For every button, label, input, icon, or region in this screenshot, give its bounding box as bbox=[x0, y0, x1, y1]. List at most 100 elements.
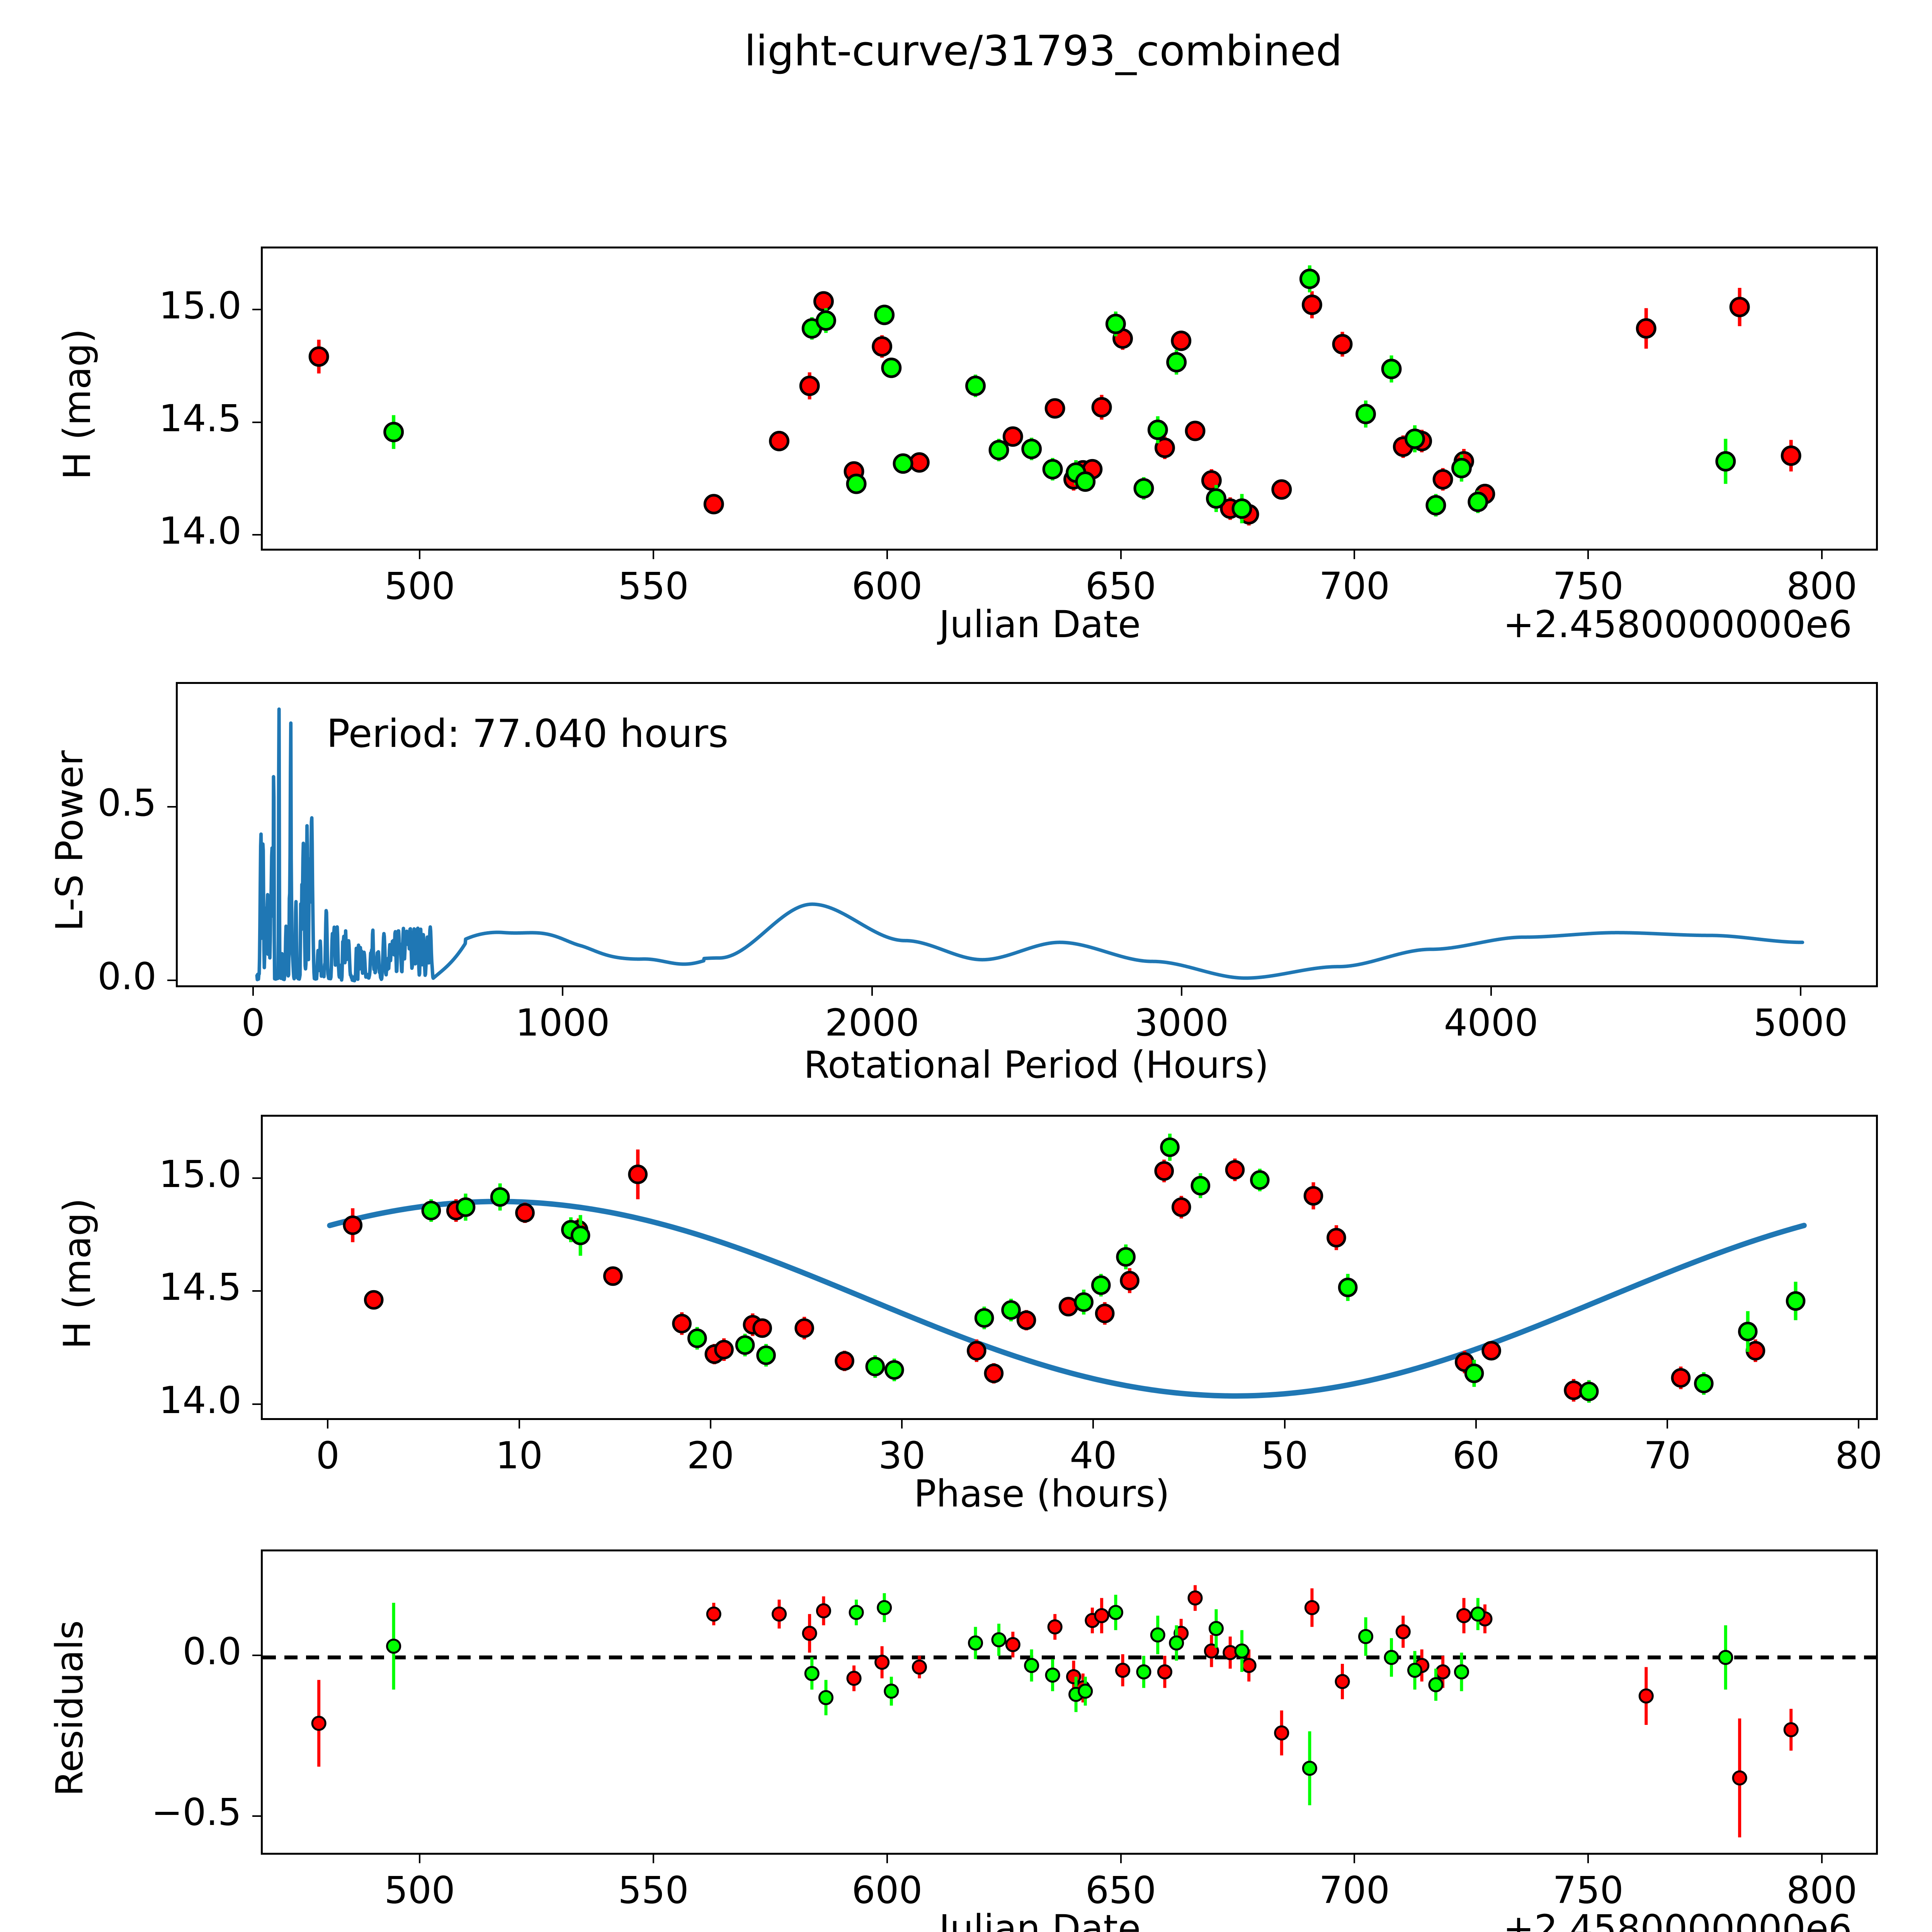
x-tick-mark bbox=[1587, 551, 1589, 559]
data-point bbox=[1718, 1650, 1733, 1665]
data-point bbox=[1783, 1722, 1799, 1738]
y-tick-label: 14.0 bbox=[159, 1379, 242, 1422]
x-tick-label: 5000 bbox=[1753, 1001, 1848, 1044]
data-point bbox=[804, 1666, 820, 1681]
data-series-green bbox=[386, 1593, 1733, 1805]
data-point bbox=[1481, 1341, 1501, 1361]
x-offset-label-residuals: +2.4580000000e6 bbox=[1503, 1907, 1852, 1932]
data-point bbox=[893, 453, 913, 474]
x-tick-label: 10 bbox=[495, 1434, 543, 1477]
data-point bbox=[769, 430, 789, 451]
y-tick-label: 15.0 bbox=[159, 1152, 242, 1196]
y-tick-label: 0.0 bbox=[182, 1630, 242, 1673]
x-tick-label: 500 bbox=[384, 1869, 455, 1912]
x-tick-mark bbox=[1821, 1855, 1823, 1863]
data-point bbox=[1160, 1137, 1180, 1157]
data-point bbox=[383, 422, 404, 442]
data-point bbox=[1154, 437, 1175, 458]
x-tick-mark bbox=[1354, 551, 1355, 559]
panel-residuals bbox=[261, 1549, 1878, 1855]
x-tick-mark bbox=[1354, 1855, 1355, 1863]
data-point bbox=[1201, 470, 1222, 491]
x-tick-label: 700 bbox=[1319, 1869, 1390, 1912]
data-point bbox=[1304, 1600, 1320, 1616]
data-point bbox=[364, 1290, 384, 1310]
x-tick-mark bbox=[1120, 1855, 1122, 1863]
data-point bbox=[1136, 1664, 1151, 1680]
x-tick-mark bbox=[1284, 1420, 1286, 1429]
y-tick-mark bbox=[252, 309, 261, 311]
data-point bbox=[1332, 334, 1353, 355]
x-tick-label: 50 bbox=[1261, 1434, 1308, 1477]
plot-area-phase bbox=[261, 1115, 1878, 1420]
x-tick-mark bbox=[1858, 1420, 1860, 1429]
data-point bbox=[706, 1606, 721, 1622]
x-tick-label: 650 bbox=[1085, 1869, 1156, 1912]
data-point bbox=[1358, 1629, 1374, 1644]
plot-area-residuals bbox=[261, 1549, 1878, 1855]
x-tick-label: 750 bbox=[1553, 1869, 1624, 1912]
data-point bbox=[1456, 1608, 1472, 1623]
x-tick-label: 70 bbox=[1644, 1434, 1691, 1477]
data-point bbox=[816, 1603, 831, 1619]
data-point bbox=[1044, 398, 1065, 419]
data-point bbox=[1115, 1663, 1131, 1678]
data-point bbox=[1234, 1643, 1250, 1659]
plot-area-lightcurve bbox=[261, 247, 1878, 551]
data-point bbox=[1407, 1663, 1423, 1678]
data-series-green bbox=[421, 1133, 1806, 1403]
x-tick-label: 4000 bbox=[1444, 1001, 1539, 1044]
data-point bbox=[1231, 498, 1252, 519]
plot-area-periodogram bbox=[176, 682, 1878, 987]
x-tick-mark bbox=[871, 987, 873, 996]
data-point bbox=[1432, 469, 1453, 490]
panel-phase bbox=[261, 1115, 1878, 1420]
data-point bbox=[1016, 1310, 1036, 1330]
data-point bbox=[1636, 318, 1656, 339]
data-point bbox=[974, 1308, 994, 1328]
data-point bbox=[1470, 1606, 1486, 1622]
data-point bbox=[1451, 457, 1472, 478]
data-point bbox=[874, 1655, 890, 1670]
data-point bbox=[988, 440, 1009, 461]
data-series-red bbox=[311, 1585, 1799, 1838]
data-point bbox=[1464, 1363, 1484, 1383]
data-point bbox=[818, 1690, 834, 1705]
data-point bbox=[1091, 397, 1112, 418]
data-point bbox=[1250, 1170, 1270, 1190]
data-point bbox=[846, 1670, 862, 1686]
x-tick-mark bbox=[653, 1855, 654, 1863]
data-point bbox=[802, 1626, 817, 1641]
x-tick-label: 550 bbox=[618, 1869, 689, 1912]
x-tick-mark bbox=[653, 551, 654, 559]
data-point bbox=[1781, 445, 1801, 466]
x-tick-label: 550 bbox=[618, 565, 689, 608]
data-point bbox=[1001, 1300, 1021, 1320]
y-tick-label: −0.5 bbox=[151, 1791, 242, 1834]
x-tick-label: 600 bbox=[852, 1869, 923, 1912]
x-tick-label: 0 bbox=[241, 1001, 265, 1044]
x-tick-mark bbox=[1587, 1855, 1589, 1863]
x-tick-label: 600 bbox=[852, 565, 923, 608]
data-point bbox=[1241, 1658, 1257, 1673]
y-tick-label: 14.5 bbox=[159, 1265, 242, 1309]
data-point bbox=[1671, 1368, 1691, 1388]
data-point bbox=[1047, 1619, 1063, 1634]
data-point bbox=[884, 1360, 904, 1380]
data-point bbox=[1147, 419, 1168, 440]
x-tick-mark bbox=[1120, 551, 1122, 559]
y-tick-mark bbox=[252, 534, 261, 536]
data-point bbox=[1166, 352, 1187, 372]
x-tick-label: 40 bbox=[1070, 1434, 1117, 1477]
data-point bbox=[965, 376, 986, 396]
data-point bbox=[1105, 313, 1126, 334]
x-tick-label: 30 bbox=[878, 1434, 926, 1477]
x-tick-label: 650 bbox=[1085, 565, 1156, 608]
data-point bbox=[884, 1684, 899, 1699]
period-annotation: Period: 77.040 hours bbox=[327, 711, 729, 756]
data-point bbox=[881, 357, 902, 378]
x-tick-mark bbox=[709, 1420, 711, 1429]
y-tick-mark bbox=[252, 421, 261, 423]
data-point bbox=[865, 1357, 885, 1376]
